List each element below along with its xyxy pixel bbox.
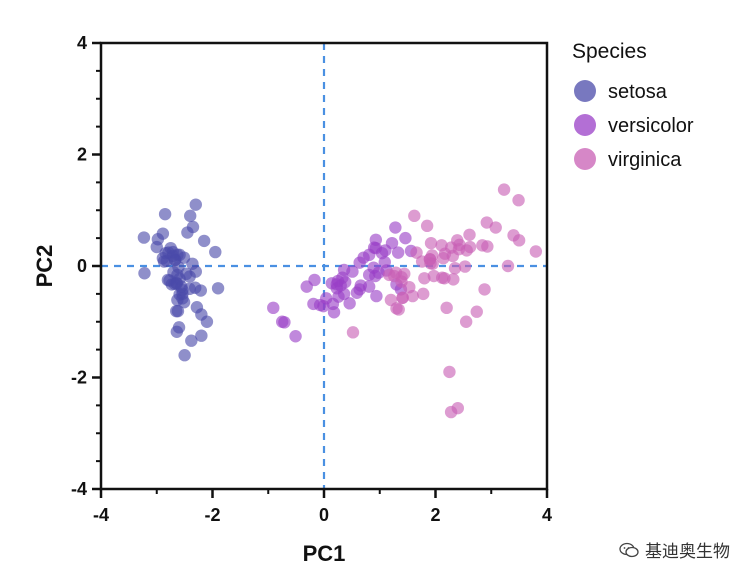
point-virginica xyxy=(395,275,408,288)
point-virginica xyxy=(435,239,448,252)
point-versicolor xyxy=(353,256,366,269)
point-virginica xyxy=(459,315,473,328)
point-setosa xyxy=(183,270,196,283)
point-virginica xyxy=(512,234,526,247)
point-versicolor xyxy=(399,231,412,245)
point-virginica xyxy=(417,287,430,301)
x-tick-label: 0 xyxy=(319,505,329,525)
point-versicolor xyxy=(326,297,340,311)
point-virginica xyxy=(438,272,451,285)
point-virginica xyxy=(497,183,511,196)
point-versicolor xyxy=(334,279,347,292)
point-versicolor xyxy=(367,261,380,274)
point-versicolor xyxy=(278,316,291,329)
legend-marker-setosa xyxy=(574,80,596,102)
point-setosa xyxy=(211,282,225,295)
point-virginica xyxy=(476,239,489,252)
point-virginica xyxy=(346,326,360,339)
y-tick-label: 0 xyxy=(77,256,87,276)
point-versicolor xyxy=(267,301,280,315)
point-versicolor xyxy=(350,286,364,299)
point-setosa xyxy=(167,265,180,279)
y-tick-label: -4 xyxy=(71,479,87,499)
legend-label-setosa: setosa xyxy=(608,81,668,103)
point-virginica xyxy=(529,245,543,258)
point-virginica xyxy=(383,268,396,282)
point-setosa xyxy=(138,267,151,280)
point-setosa xyxy=(176,292,189,305)
y-tick-label: 2 xyxy=(77,145,87,165)
point-virginica xyxy=(458,260,472,273)
point-virginica xyxy=(478,283,491,296)
point-setosa xyxy=(158,207,172,221)
point-virginica xyxy=(501,259,515,273)
legend-label-virginica: virginica xyxy=(608,149,682,171)
point-virginica xyxy=(444,405,458,419)
point-virginica xyxy=(396,291,409,304)
point-setosa xyxy=(159,246,172,260)
point-versicolor xyxy=(300,280,313,293)
point-virginica xyxy=(410,246,423,259)
point-virginica xyxy=(470,305,483,318)
reference-lines xyxy=(101,43,547,489)
legend: Species setosa versicolor virginica xyxy=(572,40,694,171)
y-axis-title: PC2 xyxy=(32,245,57,288)
point-setosa xyxy=(200,315,214,328)
legend-label-versicolor: versicolor xyxy=(608,115,694,137)
legend-title: Species xyxy=(572,40,647,63)
point-setosa xyxy=(195,329,208,342)
x-axis-title: PC1 xyxy=(303,541,346,566)
point-versicolor xyxy=(370,289,383,303)
x-tick-label: 4 xyxy=(542,505,552,525)
point-setosa xyxy=(194,284,207,297)
data-points xyxy=(137,183,543,419)
point-versicolor xyxy=(391,246,405,259)
point-virginica xyxy=(489,221,502,234)
point-setosa xyxy=(189,198,202,211)
point-virginica xyxy=(443,365,456,379)
point-virginica xyxy=(420,219,434,233)
point-versicolor xyxy=(362,248,376,262)
point-virginica xyxy=(440,301,453,315)
wechat-icon xyxy=(619,542,639,557)
point-virginica xyxy=(423,253,437,266)
point-virginica xyxy=(418,272,431,285)
x-tick-label: -2 xyxy=(204,505,220,525)
point-setosa xyxy=(197,234,211,248)
point-setosa xyxy=(172,321,186,334)
point-versicolor xyxy=(385,236,399,250)
point-virginica xyxy=(452,243,466,256)
y-tick-label: 4 xyxy=(77,33,87,53)
point-setosa xyxy=(185,334,198,347)
point-versicolor xyxy=(362,280,376,293)
point-setosa xyxy=(178,349,191,362)
watermark: 基迪奥生物 xyxy=(619,537,730,562)
axes: -4 -2 0 2 4 -4 -2 0 2 4 xyxy=(71,33,552,525)
point-setosa xyxy=(181,226,194,239)
legend-marker-versicolor xyxy=(574,114,596,136)
point-virginica xyxy=(463,228,476,241)
x-tick-label: -4 xyxy=(93,505,109,525)
point-versicolor xyxy=(389,221,402,234)
point-virginica xyxy=(408,209,421,223)
point-setosa xyxy=(170,304,183,318)
point-virginica xyxy=(424,236,438,250)
y-tick-label: -2 xyxy=(71,368,87,388)
point-setosa xyxy=(137,231,151,244)
point-versicolor xyxy=(289,330,302,343)
point-virginica xyxy=(384,293,398,307)
point-setosa xyxy=(150,240,163,254)
legend-marker-virginica xyxy=(574,148,596,170)
point-virginica xyxy=(512,194,525,207)
x-tick-label: 2 xyxy=(430,505,440,525)
point-versicolor xyxy=(343,297,356,310)
point-setosa xyxy=(184,209,197,223)
point-versicolor xyxy=(307,297,320,311)
watermark-text: 基迪奥生物 xyxy=(645,542,730,562)
point-virginica xyxy=(437,251,450,265)
point-virginica xyxy=(448,262,462,275)
point-setosa xyxy=(209,245,222,259)
